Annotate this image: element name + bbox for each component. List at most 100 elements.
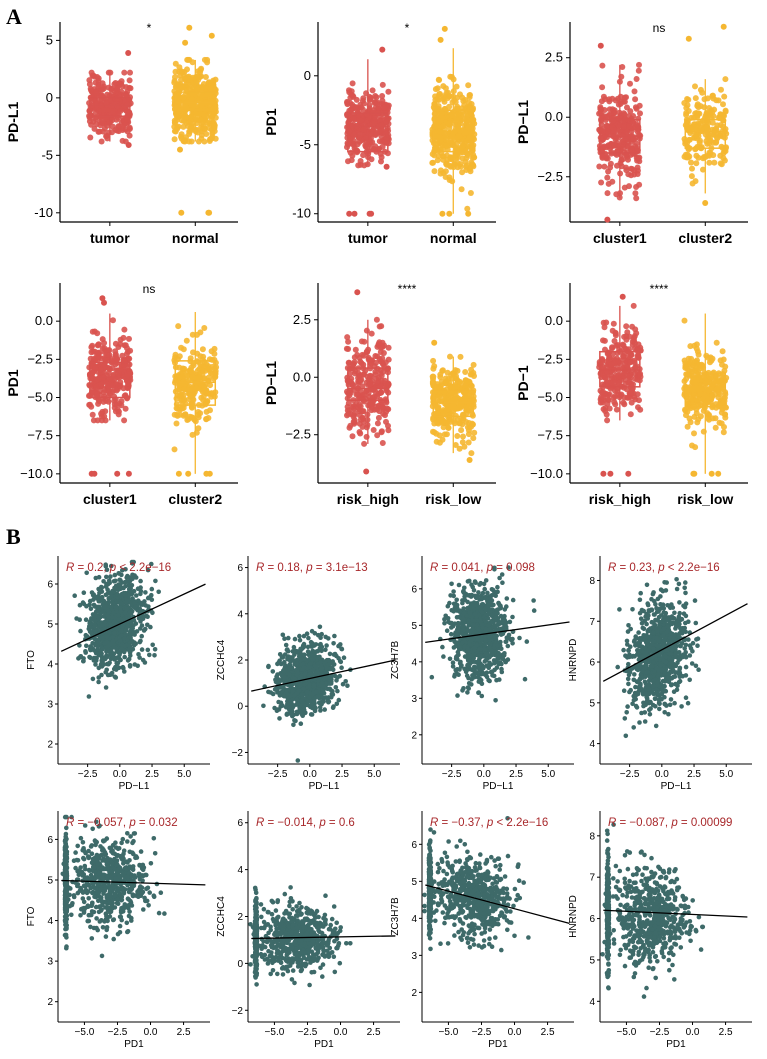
data-point <box>712 415 719 422</box>
data-point <box>87 134 94 141</box>
data-point <box>89 631 94 636</box>
data-point <box>438 110 445 117</box>
outlier-point <box>383 163 390 170</box>
data-point <box>385 427 392 434</box>
data-point <box>108 652 113 658</box>
data-point <box>446 103 453 110</box>
x-tick-label: normal <box>172 230 219 246</box>
data-point <box>212 135 219 142</box>
data-point <box>375 414 382 421</box>
data-point <box>361 162 368 169</box>
data-point <box>432 385 439 391</box>
data-point <box>188 400 195 407</box>
data-point <box>434 419 441 426</box>
data-point <box>597 104 604 111</box>
data-point <box>172 74 178 81</box>
y-axis-label: PD1 <box>5 369 21 396</box>
data-point <box>133 621 139 626</box>
data-point <box>379 355 386 362</box>
data-point <box>94 342 101 349</box>
data-point <box>380 350 387 356</box>
data-point <box>81 601 87 607</box>
stat-r-symbol: R <box>66 562 74 574</box>
data-point <box>175 323 182 330</box>
data-point <box>86 81 93 88</box>
outlier-point <box>708 470 715 477</box>
data-point <box>605 143 612 150</box>
outlier-point <box>114 470 121 477</box>
data-point <box>112 80 119 86</box>
data-point <box>89 617 95 622</box>
data-point <box>113 116 120 123</box>
data-point <box>373 130 380 137</box>
data-point <box>110 588 115 594</box>
stat-label: R = 0.2, p < 2.2e−16 <box>66 562 171 574</box>
data-point <box>378 372 385 379</box>
data-point <box>692 132 699 139</box>
y-tick-label: 3 <box>47 700 53 711</box>
data-point <box>345 346 352 352</box>
data-point <box>118 605 123 611</box>
data-point <box>457 353 464 360</box>
data-point <box>603 411 610 418</box>
data-point <box>383 118 390 125</box>
x-tick-label: risk_low <box>425 491 481 507</box>
data-point <box>120 664 126 670</box>
x-tick-label: risk_high <box>589 491 651 507</box>
data-point <box>109 382 116 389</box>
data-point <box>119 352 126 359</box>
data-point <box>447 120 453 126</box>
data-point <box>361 100 367 107</box>
outlier-point <box>439 210 446 217</box>
data-point <box>181 365 188 372</box>
data-point <box>78 628 83 634</box>
data-point <box>193 380 200 387</box>
data-point <box>359 408 366 415</box>
data-point <box>122 654 127 660</box>
data-point <box>102 417 109 424</box>
data-point <box>600 93 607 100</box>
data-point <box>119 629 125 634</box>
data-point <box>454 433 461 439</box>
data-point <box>344 334 351 341</box>
data-point <box>469 161 476 168</box>
data-point <box>631 167 638 174</box>
data-point <box>180 94 187 101</box>
x-axis-label: PD−L1 <box>309 781 340 792</box>
data-point <box>623 94 629 101</box>
y-tick-label: -5 <box>41 147 53 162</box>
data-point <box>97 122 104 129</box>
data-point <box>96 574 102 580</box>
data-point <box>456 378 463 385</box>
data-point <box>119 137 126 144</box>
outlier-point <box>354 289 361 296</box>
data-point <box>600 394 607 401</box>
data-point <box>367 360 374 367</box>
y-tick-label: 0.0 <box>293 369 311 384</box>
data-point <box>104 574 109 580</box>
data-point <box>374 432 381 439</box>
y-axis-label: PD−L1 <box>515 100 531 144</box>
data-point <box>81 658 86 664</box>
y-tick-label: −7.5 <box>27 428 53 443</box>
data-point <box>118 638 123 643</box>
x-tick-label: risk_high <box>337 491 399 507</box>
data-point <box>186 86 193 93</box>
data-point <box>347 422 354 429</box>
data-point <box>93 385 100 391</box>
data-point <box>443 143 450 150</box>
data-point <box>109 672 114 677</box>
data-point <box>633 105 640 112</box>
stat-r-value: = 0.2, <box>74 562 109 574</box>
data-point <box>612 330 619 337</box>
data-point <box>632 190 639 197</box>
data-point <box>606 106 613 113</box>
data-point <box>681 153 688 160</box>
significance-label: * <box>405 21 410 35</box>
data-point <box>613 406 620 413</box>
data-point <box>298 721 304 726</box>
data-point <box>98 381 105 388</box>
data-point <box>127 347 134 354</box>
